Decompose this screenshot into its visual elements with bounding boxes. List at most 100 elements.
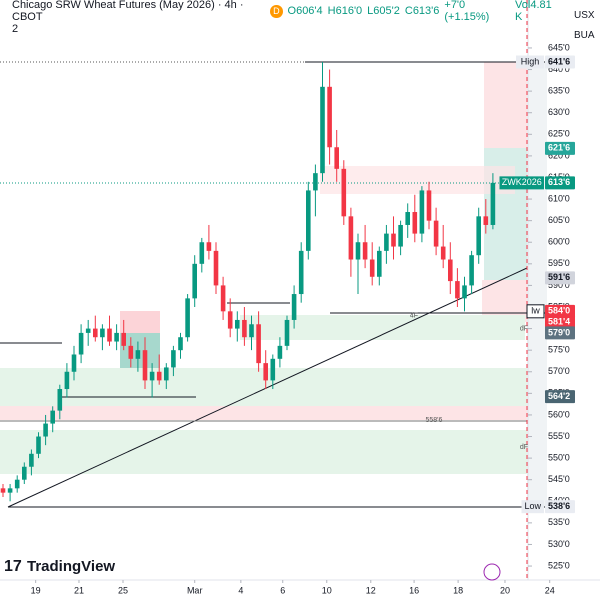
- price-badge: [545, 304, 575, 318]
- candle-body: [362, 242, 368, 260]
- candle-body: [291, 294, 297, 320]
- candle-body: [476, 216, 481, 256]
- ohlc: C613'6: [404, 5, 440, 17]
- trend-line: [7, 267, 528, 508]
- y-tick-label: 525'0: [548, 560, 570, 570]
- price-tag-label: Low: [524, 501, 541, 511]
- candle-body: [391, 233, 396, 247]
- candle-body: [242, 319, 247, 338]
- price-tag: [521, 500, 544, 514]
- candle-body: [277, 345, 283, 359]
- candle-body: [263, 363, 268, 381]
- price-tag: [526, 304, 545, 319]
- candle-body: [206, 242, 212, 251]
- price-badge-label: 564'2: [548, 391, 570, 401]
- news-icon[interactable]: [483, 563, 501, 581]
- x-tick-label: 20: [500, 585, 510, 595]
- candle-body: [235, 319, 240, 329]
- candle-body: [213, 250, 219, 286]
- candle-body: [249, 324, 254, 338]
- candle-body: [78, 332, 84, 355]
- candle-body: [220, 285, 226, 312]
- x-tick-label: 21: [74, 585, 84, 595]
- sub: 2: [12, 23, 19, 35]
- y-tick-label: 645'0: [548, 42, 570, 52]
- annotation: 558'6: [425, 417, 442, 424]
- candle-body: [43, 423, 48, 437]
- brand-logo: 17: [4, 558, 22, 575]
- candle-body: [156, 371, 162, 381]
- candle-body: [341, 168, 347, 217]
- price-badge-label: 641'6: [548, 56, 570, 66]
- x-tick-label: 12: [366, 585, 376, 595]
- candle-body: [426, 190, 432, 221]
- x-tick-label: 6: [280, 585, 285, 595]
- candle-body: [369, 259, 375, 277]
- candle-body: [22, 466, 27, 480]
- candle-body: [384, 233, 389, 251]
- candle-body: [455, 281, 460, 299]
- candle-body: [121, 332, 126, 346]
- y-tick-label: 640'0: [548, 64, 570, 74]
- candle-body: [135, 350, 141, 359]
- candle-body: [142, 350, 148, 381]
- candle-body: [327, 86, 332, 148]
- candle-body: [469, 255, 474, 286]
- candle-body: [114, 332, 119, 342]
- candle-body: [377, 250, 382, 277]
- y-tick-label: 630'0: [548, 107, 570, 117]
- candle-body: [398, 224, 403, 247]
- candle-body: [313, 173, 318, 191]
- price-badge-label: 581'4: [548, 316, 570, 326]
- price-badge-label: 591'6: [548, 272, 570, 282]
- candle-body: [185, 298, 190, 338]
- y-tick-label: 550'0: [548, 452, 570, 462]
- x-tick-label: 19: [31, 585, 41, 595]
- candle-body: [149, 371, 155, 381]
- brand: TradingView: [27, 558, 115, 575]
- price-badge: [545, 141, 575, 155]
- y-tick-label: 530'0: [548, 539, 570, 549]
- candle-body: [85, 328, 91, 333]
- candle-body: [50, 410, 55, 424]
- price-badge-label: 621'6: [548, 143, 570, 153]
- ohlc: O606'4: [287, 5, 323, 17]
- x-tick-label: 25: [118, 585, 128, 595]
- x-tick-label: 18: [453, 585, 463, 595]
- y-tick-label: 535'0: [548, 517, 570, 527]
- supply-zone: [320, 166, 515, 194]
- y-tick-label: 600'0: [548, 237, 570, 247]
- candle-body: [0, 488, 6, 493]
- annotation: dF: [520, 325, 528, 332]
- candle-body: [306, 190, 311, 251]
- candle-body: [284, 319, 290, 346]
- candle-body: [448, 259, 453, 282]
- candle-body: [107, 328, 112, 342]
- candle-body: [100, 328, 105, 338]
- candle-body: [348, 216, 354, 260]
- y-tick-label: 625'0: [548, 129, 570, 139]
- candle-body: [490, 182, 496, 225]
- price-badge: [545, 315, 575, 329]
- x-tick-label: 16: [409, 585, 419, 595]
- annotation: dF: [520, 444, 528, 451]
- candle-body: [419, 190, 425, 234]
- x-tick-label: 10: [322, 585, 332, 595]
- candle-body: [128, 345, 134, 359]
- currency[interactable]: USX: [574, 10, 595, 21]
- candle-body: [433, 220, 439, 247]
- annotation: 4F: [410, 312, 418, 319]
- toolbar: USX BUA: [574, 6, 595, 46]
- demand-zone: [240, 315, 525, 340]
- price-tag: [516, 55, 544, 69]
- y-tick-label: 560'0: [548, 409, 570, 419]
- price-tag-label: ZWK2026: [502, 177, 542, 187]
- unit[interactable]: BUA: [574, 30, 595, 41]
- candle-body: [164, 367, 169, 381]
- candle-body: [7, 488, 13, 493]
- range-zone: [527, 62, 547, 507]
- price-badge: [545, 500, 575, 514]
- candle-body: [64, 371, 70, 390]
- y-tick-label: 555'0: [548, 431, 570, 441]
- candle-body: [320, 86, 325, 174]
